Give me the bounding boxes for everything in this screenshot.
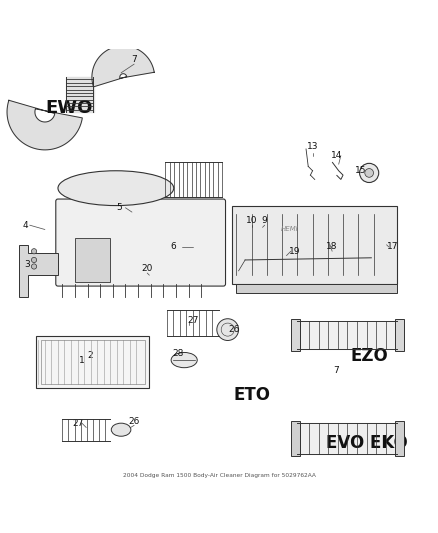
Text: EVO EKO: EVO EKO	[326, 434, 408, 452]
Text: 10: 10	[246, 216, 258, 225]
Text: EZO: EZO	[350, 347, 388, 365]
Text: 18: 18	[326, 243, 338, 252]
Text: 3: 3	[25, 260, 30, 269]
Text: 27: 27	[72, 419, 83, 427]
Bar	[395, 421, 404, 456]
Text: 5: 5	[116, 203, 122, 212]
Text: 26: 26	[128, 416, 140, 425]
Text: 7: 7	[334, 367, 339, 375]
Bar	[75, 238, 110, 282]
Ellipse shape	[58, 171, 174, 206]
Polygon shape	[297, 423, 397, 454]
Text: 7: 7	[131, 55, 137, 64]
Text: 28: 28	[172, 349, 184, 358]
Text: 4: 4	[22, 221, 28, 230]
Text: 6: 6	[170, 243, 176, 252]
Polygon shape	[19, 245, 58, 297]
Polygon shape	[7, 100, 82, 150]
Circle shape	[32, 257, 37, 263]
Text: EWO: EWO	[45, 99, 92, 117]
Circle shape	[32, 249, 37, 254]
Bar	[36, 336, 149, 389]
Text: 15: 15	[355, 166, 366, 175]
Text: 27: 27	[187, 317, 198, 326]
Polygon shape	[66, 77, 94, 112]
Circle shape	[360, 163, 379, 182]
Circle shape	[365, 168, 374, 177]
Circle shape	[32, 264, 37, 269]
Text: 17: 17	[387, 243, 399, 252]
Text: 2: 2	[88, 351, 93, 360]
Ellipse shape	[111, 423, 131, 436]
Polygon shape	[297, 321, 397, 349]
Text: HEMI: HEMI	[281, 226, 299, 232]
Text: 20: 20	[141, 264, 153, 273]
Polygon shape	[237, 284, 397, 293]
Bar	[291, 421, 300, 456]
Bar	[291, 319, 300, 351]
Text: 1: 1	[79, 356, 85, 365]
Text: 19: 19	[290, 247, 301, 256]
Text: 13: 13	[307, 142, 318, 151]
Bar	[41, 341, 145, 384]
Circle shape	[217, 319, 239, 341]
Polygon shape	[92, 46, 154, 87]
Ellipse shape	[171, 352, 197, 368]
Text: 9: 9	[262, 216, 268, 225]
Text: 2004 Dodge Ram 1500 Body-Air Cleaner Diagram for 5029762AA: 2004 Dodge Ram 1500 Body-Air Cleaner Dia…	[123, 473, 315, 478]
Text: 14: 14	[331, 151, 342, 160]
Bar	[395, 319, 404, 351]
Bar	[232, 206, 397, 284]
FancyBboxPatch shape	[56, 199, 226, 286]
Text: 26: 26	[229, 325, 240, 334]
Text: ETO: ETO	[233, 386, 270, 404]
